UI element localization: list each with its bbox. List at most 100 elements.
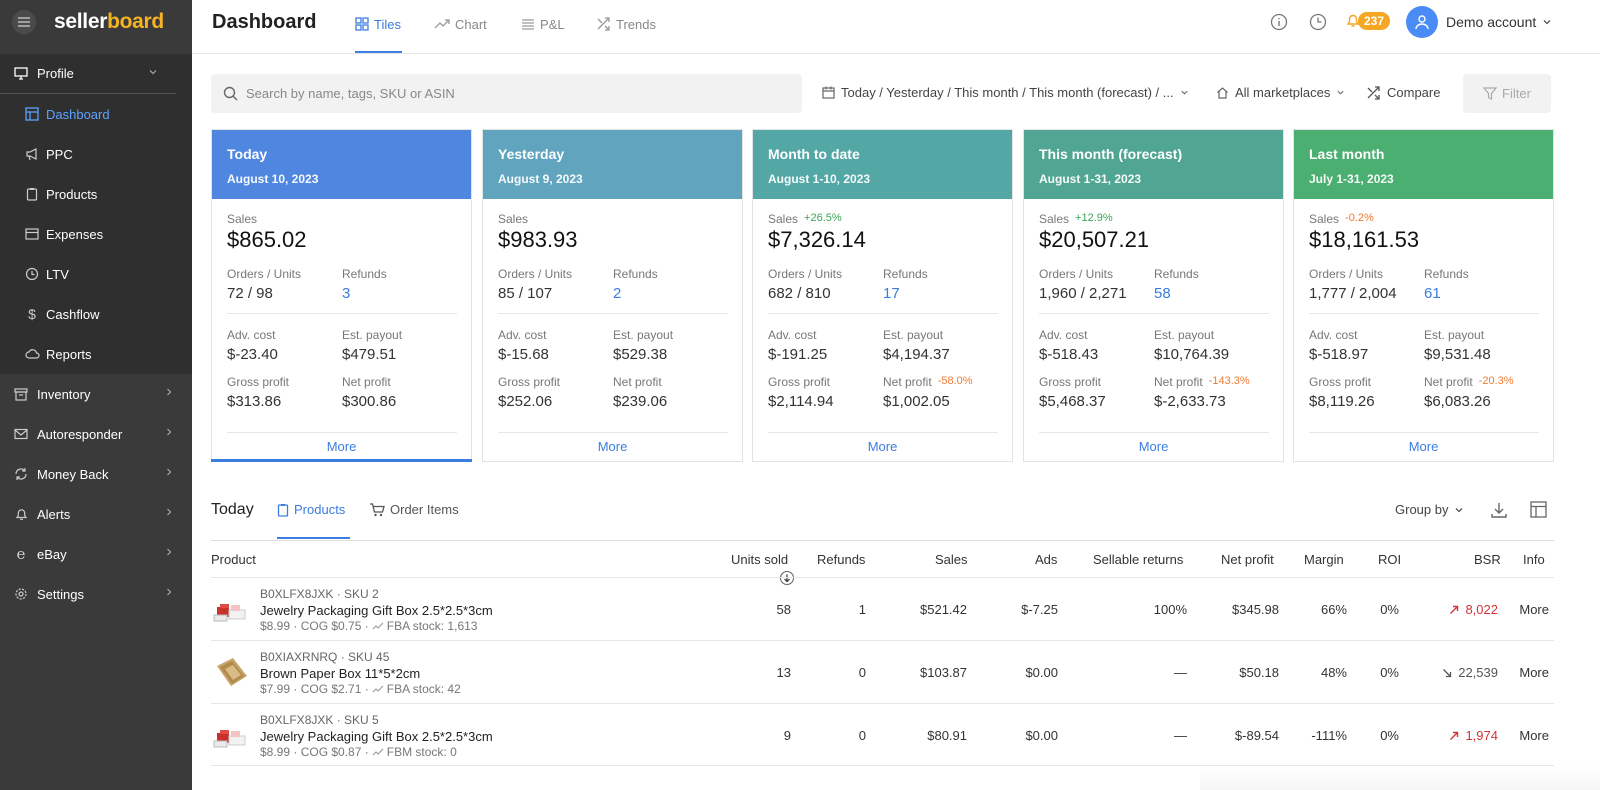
summary-tile-last-month[interactable]: Last month July 1-31, 2023 Sales -0.2% $1… xyxy=(1293,129,1554,462)
column-header-roi[interactable]: ROI xyxy=(1378,552,1402,567)
info-more-link[interactable]: More xyxy=(1519,728,1549,743)
chevron-right-icon xyxy=(164,507,174,517)
product-thumbnail[interactable] xyxy=(211,654,251,694)
sidebar-section-money-back[interactable]: Money Back xyxy=(0,454,192,494)
est-payout-label: Est. payout xyxy=(613,328,674,342)
column-header-product[interactable]: Product xyxy=(211,552,256,567)
refunds-value[interactable]: 3 xyxy=(342,285,351,302)
tab-tiles[interactable]: Tiles xyxy=(355,14,401,34)
info-icon[interactable] xyxy=(1270,13,1288,31)
net-profit-label: Net profit xyxy=(1154,375,1203,389)
filter-button[interactable]: Filter xyxy=(1463,74,1551,113)
refunds-value[interactable]: 2 xyxy=(613,285,622,302)
info-more-link[interactable]: More xyxy=(1519,665,1549,680)
table-row[interactable]: B0XIAXRNRQ · SKU 45 Brown Paper Box 11*5… xyxy=(211,640,1554,703)
sidebar-section-alerts[interactable]: Alerts xyxy=(0,494,192,534)
product-cog[interactable]: COG $0.75 xyxy=(300,619,362,633)
product-cog[interactable]: COG $0.87 xyxy=(300,745,362,759)
orders-units-label: Orders / Units xyxy=(1309,267,1384,281)
history-icon[interactable] xyxy=(1309,13,1327,31)
columns-icon[interactable] xyxy=(1530,501,1547,518)
app-logo[interactable]: sellerboard xyxy=(54,10,164,33)
divider xyxy=(1039,432,1269,433)
sidebar-section-inventory[interactable]: Inventory xyxy=(0,374,192,414)
period-selector[interactable]: Today / Yesterday / This month / This mo… xyxy=(822,85,1189,100)
sidebar-item-expenses[interactable]: Expenses xyxy=(0,214,192,254)
refunds-value[interactable]: 61 xyxy=(1424,285,1441,302)
tile-more-link[interactable]: More xyxy=(1138,439,1169,454)
sidebar-section-settings[interactable]: Settings xyxy=(0,574,192,614)
tile-more-link[interactable]: More xyxy=(867,439,898,454)
sort-desc-icon[interactable] xyxy=(779,570,795,586)
product-thumbnail[interactable] xyxy=(211,591,251,631)
sidebar-section-profile[interactable]: Profile xyxy=(0,54,176,94)
adv-cost-value: $-518.97 xyxy=(1309,346,1369,363)
clipboard-icon xyxy=(24,186,40,202)
sidebar-item-ltv[interactable]: LTV xyxy=(0,254,192,294)
column-header-refunds[interactable]: Refunds xyxy=(817,552,866,567)
column-header-margin[interactable]: Margin xyxy=(1304,552,1344,567)
sidebar-item-ppc[interactable]: PPC xyxy=(0,134,192,174)
notification-bell-icon[interactable] xyxy=(1346,12,1360,28)
column-header-units-sold[interactable]: Units sold xyxy=(731,552,789,567)
tab-label: Order Items xyxy=(390,502,459,517)
column-header-net-profit[interactable]: Net profit xyxy=(1221,552,1274,567)
download-icon[interactable] xyxy=(1490,501,1508,519)
group-by-dropdown[interactable]: Group by xyxy=(1395,502,1464,517)
tab-pl[interactable]: P&L xyxy=(521,14,565,34)
summary-tile-yesterday[interactable]: Yesterday August 9, 2023 Sales $983.93 O… xyxy=(482,129,743,462)
refunds-value[interactable]: 58 xyxy=(1154,285,1171,302)
column-header-sales[interactable]: Sales xyxy=(935,552,968,567)
bsr-cell[interactable]: 8,022 xyxy=(1449,602,1498,617)
sidebar-section-autoresponder[interactable]: Autoresponder xyxy=(0,414,192,454)
product-asin[interactable]: B0XLFX8JXK xyxy=(260,713,334,727)
notification-badge[interactable]: 237 xyxy=(1358,12,1391,30)
product-name[interactable]: Brown Paper Box 11*5*2cm xyxy=(260,666,421,681)
tile-date: August 9, 2023 xyxy=(498,172,583,186)
summary-tile-today[interactable]: Today August 10, 2023 Sales $865.02 Orde… xyxy=(211,129,472,462)
tab-products[interactable]: Products xyxy=(277,502,345,517)
info-more-link[interactable]: More xyxy=(1519,602,1549,617)
column-header-ads[interactable]: Ads xyxy=(1035,552,1058,567)
product-asin[interactable]: B0XIAXRNRQ xyxy=(260,650,338,664)
product-cog[interactable]: COG $2.71 xyxy=(300,682,362,696)
est-payout-value: $479.51 xyxy=(342,346,397,363)
product-thumbnail[interactable] xyxy=(211,717,251,757)
cart-icon xyxy=(370,502,385,516)
sidebar-section-ebay[interactable]: e eBay xyxy=(0,534,192,574)
product-asin[interactable]: B0XLFX8JXK xyxy=(260,587,334,601)
tile-header: This month (forecast) August 1-31, 2023 xyxy=(1024,130,1283,199)
tab-trends[interactable]: Trends xyxy=(597,14,656,34)
marketplace-selector[interactable]: All marketplaces xyxy=(1216,85,1345,100)
summary-tile-this-month-forecast[interactable]: This month (forecast) August 1-31, 2023 … xyxy=(1023,129,1284,462)
sidebar-item-products[interactable]: Products xyxy=(0,174,192,214)
search-input[interactable] xyxy=(246,86,746,101)
adv-cost-label: Adv. cost xyxy=(1309,328,1358,342)
tab-chart[interactable]: Chart xyxy=(434,14,487,34)
avatar[interactable] xyxy=(1406,6,1438,38)
column-header-bsr[interactable]: BSR xyxy=(1474,552,1501,567)
chevron-down-icon xyxy=(1456,507,1463,512)
product-name[interactable]: Jewelry Packaging Gift Box 2.5*2.5*3cm xyxy=(260,729,493,744)
table-row[interactable]: B0XLFX8JXK · SKU 5 Jewelry Packaging Gif… xyxy=(211,703,1554,766)
user-icon xyxy=(1415,15,1429,30)
bsr-cell[interactable]: 22,539 xyxy=(1442,665,1498,680)
compare-button[interactable]: Compare xyxy=(1367,85,1440,100)
menu-icon[interactable] xyxy=(12,10,36,34)
tile-more-link[interactable]: More xyxy=(326,439,357,454)
column-header-sellable-returns[interactable]: Sellable returns xyxy=(1093,552,1184,567)
tile-more-link[interactable]: More xyxy=(1408,439,1439,454)
tile-date: August 10, 2023 xyxy=(227,172,319,186)
sidebar-item-dashboard[interactable]: Dashboard xyxy=(0,94,192,134)
sidebar-item-cashflow[interactable]: $ Cashflow xyxy=(0,294,192,334)
sellable-returns-cell: — xyxy=(1174,665,1187,680)
bsr-cell[interactable]: 1,974 xyxy=(1449,728,1498,743)
product-name[interactable]: Jewelry Packaging Gift Box 2.5*2.5*3cm xyxy=(260,603,493,618)
refunds-value[interactable]: 17 xyxy=(883,285,900,302)
account-menu[interactable]: Demo account xyxy=(1446,14,1552,30)
summary-tile-month-to-date[interactable]: Month to date August 1-10, 2023 Sales +26… xyxy=(752,129,1013,462)
tile-more-link[interactable]: More xyxy=(597,439,628,454)
tab-order-items[interactable]: Order Items xyxy=(369,502,459,517)
sidebar-item-reports[interactable]: Reports xyxy=(0,334,192,374)
table-row[interactable]: B0XLFX8JXK · SKU 2 Jewelry Packaging Gif… xyxy=(211,577,1554,640)
